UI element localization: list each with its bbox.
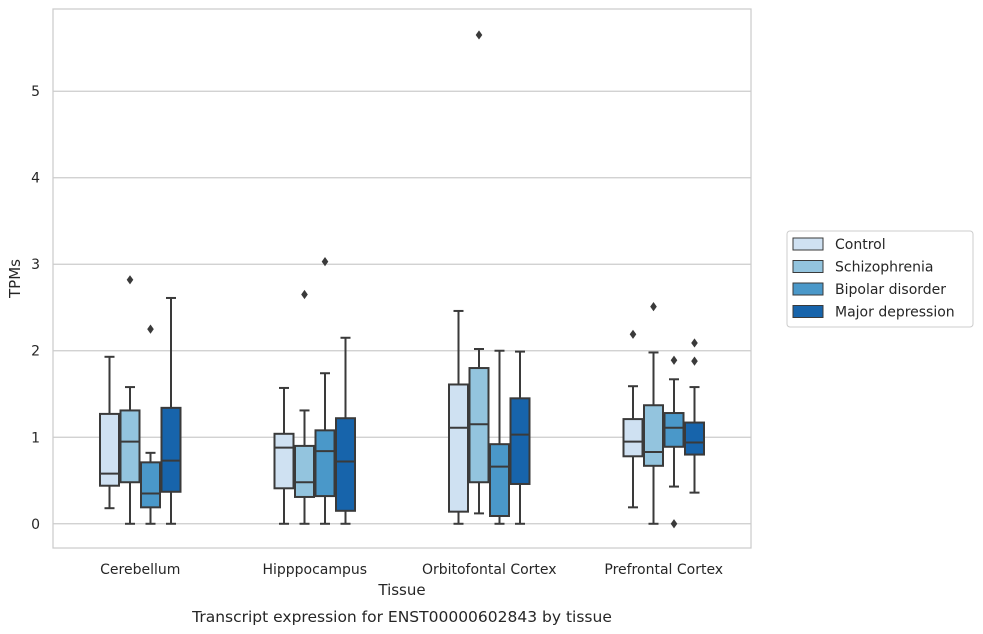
iqr-box bbox=[448, 383, 469, 513]
box-bipolar-disorder bbox=[489, 349, 510, 525]
outlier-point bbox=[650, 302, 657, 312]
box-bipolar-disorder bbox=[663, 355, 685, 529]
y-tick-label: 0 bbox=[31, 517, 40, 533]
outlier-point bbox=[147, 324, 154, 334]
outlier-point bbox=[670, 355, 678, 365]
iqr-box bbox=[160, 406, 182, 493]
box-major-depression bbox=[684, 338, 705, 494]
box-schizophrenia bbox=[468, 30, 490, 515]
box-bipolar-disorder bbox=[314, 257, 336, 525]
legend-frame bbox=[786, 230, 974, 328]
plot-frame bbox=[52, 8, 752, 549]
legend-swatch bbox=[792, 305, 824, 318]
outlier-point bbox=[126, 275, 134, 285]
box-control bbox=[448, 309, 469, 525]
y-axis-title: TPMs bbox=[6, 259, 24, 299]
box-schizophrenia bbox=[119, 275, 141, 525]
legend-label: Control bbox=[835, 237, 886, 253]
iqr-box bbox=[643, 404, 664, 467]
legend-label: Major depression bbox=[835, 305, 955, 321]
y-axis-ticks: 0 1 2 3 4 5 bbox=[31, 84, 40, 533]
box-major-depression bbox=[509, 350, 531, 525]
legend-items: Control Schizophrenia Bipolar disorder Majo… bbox=[792, 237, 955, 321]
outlier-point bbox=[670, 519, 678, 529]
legend-swatch bbox=[792, 260, 824, 273]
outlier-point bbox=[301, 289, 308, 300]
box-control bbox=[273, 386, 295, 525]
iqr-box bbox=[314, 429, 336, 498]
legend-label: Schizophrenia bbox=[835, 260, 933, 276]
x-tick-label: Prefrontal Cortex bbox=[604, 562, 723, 578]
y-tick-label: 2 bbox=[31, 344, 40, 360]
box-schizophrenia bbox=[643, 302, 664, 525]
iqr-box bbox=[99, 412, 120, 487]
outlier-point bbox=[691, 356, 698, 366]
iqr-box bbox=[663, 412, 685, 448]
outlier-point bbox=[629, 329, 637, 339]
x-axis-title: Tissue bbox=[377, 581, 425, 599]
box-control bbox=[622, 329, 644, 509]
box-major-depression bbox=[335, 336, 356, 525]
legend-swatch bbox=[792, 237, 824, 251]
iqr-box bbox=[273, 432, 295, 490]
iqr-box bbox=[335, 417, 356, 512]
outlier-point bbox=[475, 30, 483, 40]
iqr-box bbox=[622, 418, 644, 458]
chart-caption: Transcript expression for ENST0000060284… bbox=[191, 608, 612, 626]
legend-label: Bipolar disorder bbox=[835, 282, 946, 298]
x-tick-label: Hipppocampus bbox=[262, 562, 367, 578]
iqr-box bbox=[489, 443, 510, 517]
iqr-box bbox=[684, 421, 705, 456]
legend-swatch bbox=[792, 282, 824, 296]
outlier-point bbox=[691, 338, 698, 348]
iqr-box bbox=[119, 409, 141, 484]
y-tick-label: 3 bbox=[31, 257, 40, 273]
box-bipolar-disorder bbox=[140, 324, 161, 525]
y-tick-label: 4 bbox=[31, 171, 40, 187]
y-tick-label: 5 bbox=[31, 84, 40, 100]
box-major-depression bbox=[160, 296, 182, 525]
x-tick-label: Orbitofontal Cortex bbox=[422, 562, 557, 578]
box-schizophrenia bbox=[294, 289, 315, 525]
iqr-box bbox=[140, 461, 161, 509]
x-axis-ticks: Cerebellum Hipppocampus Orbitofontal Corte… bbox=[100, 562, 723, 578]
box-control bbox=[99, 355, 120, 510]
y-tick-label: 1 bbox=[31, 430, 40, 446]
x-tick-label: Cerebellum bbox=[100, 562, 180, 578]
iqr-box bbox=[509, 397, 531, 485]
outlier-point bbox=[321, 257, 329, 267]
box-plots bbox=[99, 30, 705, 529]
iqr-box bbox=[294, 444, 315, 498]
legend: Control Schizophrenia Bipolar disorder Majo… bbox=[786, 230, 974, 328]
